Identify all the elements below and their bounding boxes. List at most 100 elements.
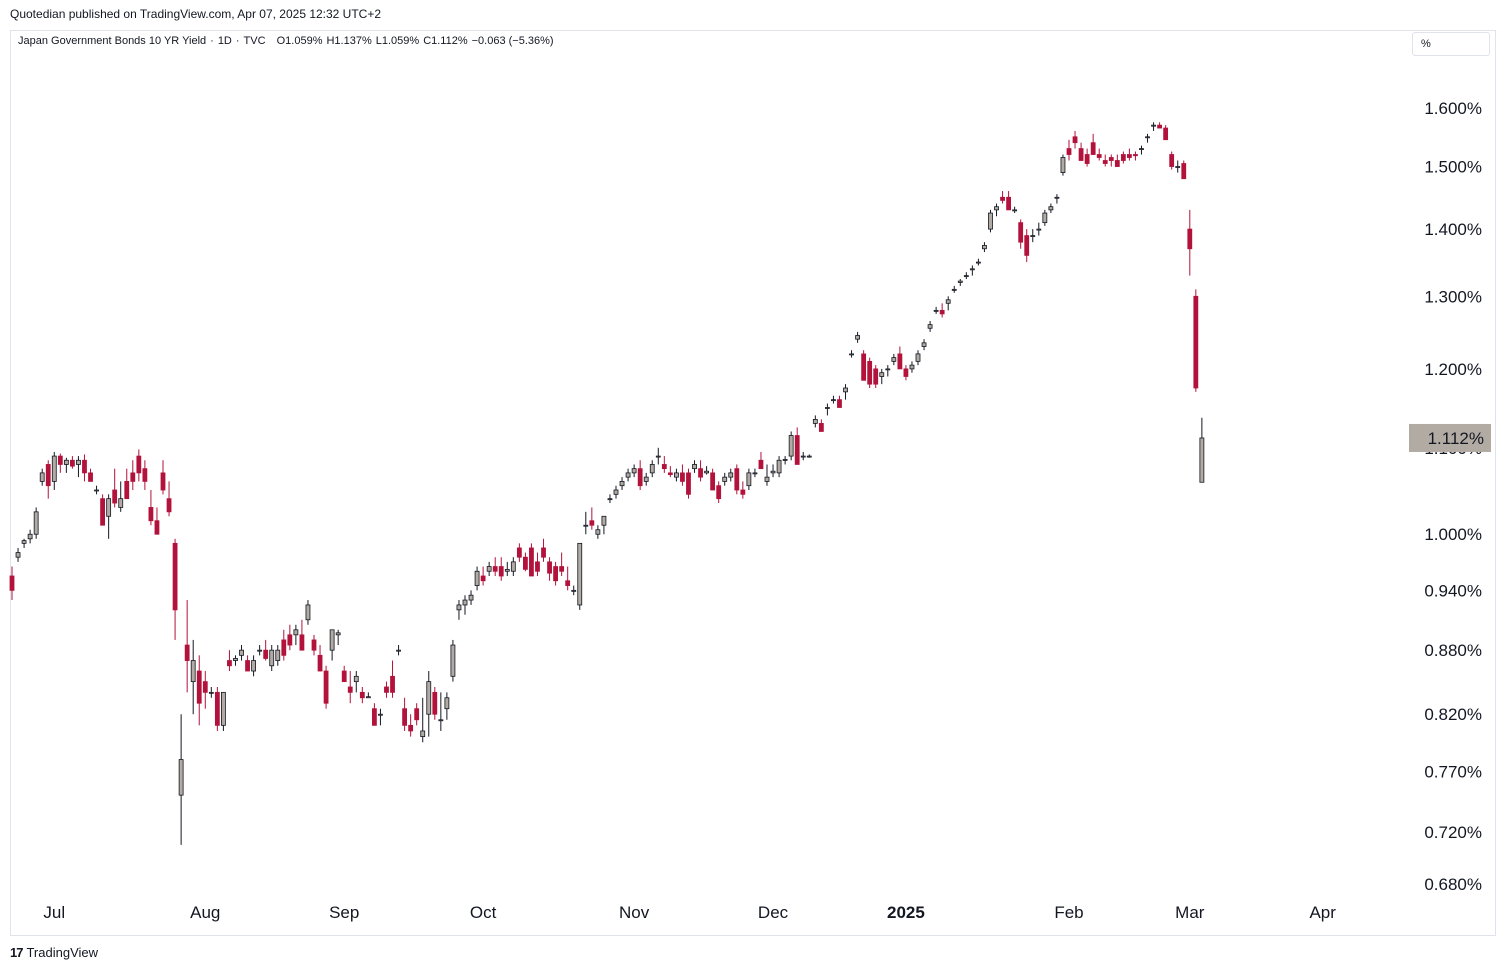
candle-body [547, 561, 552, 574]
candle-body [861, 353, 867, 381]
y-tick-label: 0.680% [1424, 875, 1482, 894]
y-tick-label: 0.820% [1424, 705, 1482, 724]
y-tick-label: 0.880% [1424, 641, 1482, 660]
candle-body [154, 520, 160, 535]
candle-body [746, 472, 752, 487]
candle-body [523, 556, 528, 570]
chart-pane[interactable] [10, 30, 1496, 936]
y-tick-label: 0.770% [1424, 762, 1482, 781]
candle-body [1048, 206, 1054, 211]
candle-body [100, 498, 105, 526]
candle-body [945, 299, 951, 304]
y-tick-label: 1.400% [1424, 220, 1482, 239]
candle-body [305, 604, 311, 621]
candle-body [510, 561, 516, 572]
candle-body [680, 472, 685, 482]
candle-body [667, 472, 673, 475]
candle-body [831, 399, 836, 402]
candle-body [1114, 160, 1120, 167]
x-tick-label: Nov [619, 903, 650, 922]
candle-body [202, 681, 208, 693]
candle-body [142, 468, 148, 482]
candle-body [770, 470, 776, 474]
footer-brand[interactable]: 17 TradingView [10, 945, 98, 960]
candle-body [764, 476, 770, 482]
candle-body [220, 691, 226, 726]
candle-body [873, 368, 879, 385]
x-tick-label: Oct [470, 903, 497, 922]
candle-body [686, 472, 691, 495]
candle-body [982, 245, 987, 250]
change-value: −0.063 (−5.36%) [471, 35, 554, 47]
candle-body [939, 309, 945, 315]
candle-body [891, 357, 897, 362]
candle-body [740, 489, 746, 495]
percent-scale-button[interactable]: % [1412, 32, 1490, 56]
candle-body [1133, 154, 1138, 157]
candle-body [655, 455, 661, 458]
candle-body [843, 387, 848, 393]
candle-body [915, 353, 921, 362]
candle-body [692, 464, 697, 470]
candle-body [758, 459, 764, 470]
candle-body [1193, 295, 1199, 389]
x-tick-label: Feb [1054, 903, 1083, 922]
candle-body [359, 691, 365, 699]
candle-body [365, 696, 371, 699]
candle-body [414, 708, 420, 721]
x-tick-label: Dec [758, 903, 789, 922]
candle-body [788, 435, 794, 457]
symbol-legend: Japan Government Bonds 10 YR Yield · 1D · TV… [18, 35, 554, 47]
candle-body [88, 472, 93, 482]
candle-body [353, 675, 359, 683]
candle-body [1108, 157, 1114, 161]
candle-body [184, 644, 190, 661]
candle-body [631, 468, 637, 474]
candle-body [462, 599, 468, 606]
candle-body [800, 455, 806, 458]
candle-body [76, 459, 81, 465]
candle-body [438, 719, 444, 722]
candle-body [565, 580, 571, 586]
x-tick-label: 2025 [887, 903, 925, 922]
candle-body [408, 724, 414, 732]
close-value: C1.112% [423, 35, 468, 47]
candle-body [148, 507, 154, 522]
candle-body [1012, 209, 1018, 212]
candle-body [1151, 124, 1156, 127]
low-value: L1.059% [375, 35, 420, 47]
candle-body [130, 472, 136, 482]
candle-body [643, 476, 649, 482]
candle-body [1181, 163, 1187, 180]
interval-label[interactable]: 1D [217, 35, 232, 47]
candle-body [607, 498, 613, 501]
candle-body [776, 459, 782, 474]
symbol-name[interactable]: Japan Government Bonds 10 YR Yield [18, 35, 207, 47]
y-tick-label: 0.720% [1424, 823, 1482, 842]
candle-body [456, 604, 462, 611]
candle-body [1042, 212, 1048, 224]
candle-body [480, 575, 486, 582]
candle-body [988, 212, 993, 230]
candle-body [1139, 148, 1144, 150]
candle-body [1175, 166, 1181, 168]
candle-body [1145, 136, 1150, 139]
candle-body [849, 353, 854, 356]
candle-body [825, 407, 830, 409]
candle-body [172, 542, 178, 611]
candle-body [384, 686, 389, 693]
candle-body [818, 423, 824, 432]
candle-body [933, 309, 939, 312]
candle-body [341, 670, 347, 683]
candle-body [921, 342, 927, 347]
candle-body [57, 455, 63, 465]
brand-name: TradingView [26, 945, 99, 960]
candle-body [124, 481, 130, 500]
candle-body [595, 529, 601, 535]
candle-body [15, 552, 21, 558]
candle-body [70, 459, 75, 467]
candle-body [1169, 154, 1175, 167]
candle-body [1030, 235, 1036, 238]
y-tick-label: 0.940% [1424, 581, 1482, 600]
